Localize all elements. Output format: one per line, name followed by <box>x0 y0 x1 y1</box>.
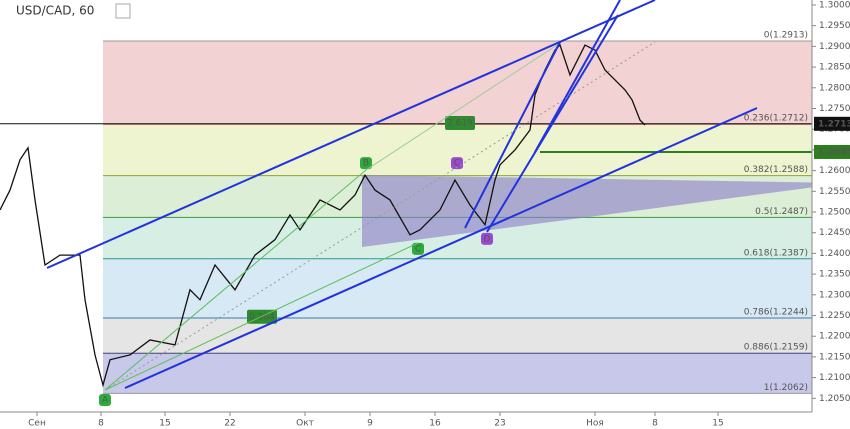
x-tick-label: Ноя <box>586 419 604 429</box>
x-tick-label: 8 <box>652 419 658 429</box>
y-tick-label: 1.2900 <box>819 42 850 52</box>
trendline <box>124 107 758 389</box>
x-tick-label: 15 <box>712 419 723 429</box>
x-tick-label: Сен <box>28 419 46 429</box>
fib-band <box>103 353 812 394</box>
annotation-label: 0.304 <box>249 312 275 322</box>
y-tick-label: 1.2150 <box>819 352 850 362</box>
fib-line <box>365 44 558 171</box>
fib-band <box>103 318 812 354</box>
fib-band <box>103 40 812 125</box>
price-label: 1.2713 <box>818 119 850 129</box>
wave-point <box>99 393 111 406</box>
trendline <box>464 41 561 229</box>
fib-band <box>103 258 812 319</box>
x-tick-label: 15 <box>159 419 170 429</box>
trendline <box>46 0 656 269</box>
x-tick-label: 8 <box>98 419 104 429</box>
wave-point <box>451 157 463 170</box>
wave-label: A <box>102 395 109 405</box>
price-box <box>814 144 850 159</box>
symbol-title: USD/CAD, 60 <box>16 4 94 18</box>
y-axis-bg <box>812 0 850 429</box>
fib-label: 0.786(1.2244) <box>744 308 808 318</box>
fib-label: 0.5(1.2487) <box>755 207 808 217</box>
fib-label: 1(1.2062) <box>764 383 808 393</box>
y-tick-label: 1.2400 <box>819 249 850 259</box>
fib-label: 0(1.2913) <box>764 30 808 40</box>
trendline <box>486 14 619 233</box>
y-tick-label: 1.2300 <box>819 290 850 300</box>
wave-label: C <box>454 159 460 169</box>
wave-label: D <box>484 234 491 244</box>
price-line-series <box>0 43 646 388</box>
y-tick-label: 1.2600 <box>819 166 850 176</box>
wave-point <box>360 157 372 170</box>
wave-point <box>481 232 493 245</box>
y-tick-label: 1.2100 <box>819 373 850 383</box>
header-bg <box>0 2 104 20</box>
y-tick-label: 1.2950 <box>819 21 850 31</box>
x-tick-label: 16 <box>429 419 441 429</box>
wave-label: C <box>415 244 421 254</box>
y-tick-label: 1.2250 <box>819 311 850 321</box>
x-tick-label: 22 <box>224 419 235 429</box>
y-tick-label: 1.2500 <box>819 208 850 218</box>
y-tick-label: 1.2550 <box>819 187 850 197</box>
y-tick-label: 1.2850 <box>819 63 850 73</box>
y-tick-label: 1.2350 <box>819 270 850 280</box>
wave-point <box>412 242 424 255</box>
wave-label: B <box>363 159 369 169</box>
x-tick-label: Окт <box>296 419 314 429</box>
y-tick-label: 1.2800 <box>819 83 850 93</box>
axes: 1.2050 1.2100 1.2150 1.2200 1.2250 1.2300 1.23… <box>28 0 850 429</box>
y-tick-label: 1.2750 <box>819 104 850 114</box>
y-tick-label: 1.2050 <box>819 394 850 404</box>
price-label: 1.2645 <box>818 147 850 157</box>
fib-label: 0.236(1.2712) <box>744 114 808 124</box>
x-tick-label: 23 <box>494 419 505 429</box>
add-button[interactable] <box>115 3 131 19</box>
trendline <box>534 0 621 153</box>
x-tick-label: 9 <box>367 419 373 429</box>
fib-label: 0.886(1.2159) <box>744 343 808 353</box>
annotation-box <box>445 115 475 130</box>
y-tick-label: 1.3000 <box>819 0 850 10</box>
trendlines <box>46 0 758 389</box>
dotted-line <box>104 41 656 391</box>
y-tick-label: 1.2450 <box>819 228 850 238</box>
price-box <box>814 116 850 131</box>
annotation-label: 2.619 <box>447 118 473 128</box>
fib-line <box>104 242 419 391</box>
fib-line <box>104 169 367 391</box>
y-tick-label: 1.2200 <box>819 332 850 342</box>
fib-label: 0.618(1.2387) <box>744 248 808 258</box>
fib-label: 0.382(1.2588) <box>744 165 808 175</box>
